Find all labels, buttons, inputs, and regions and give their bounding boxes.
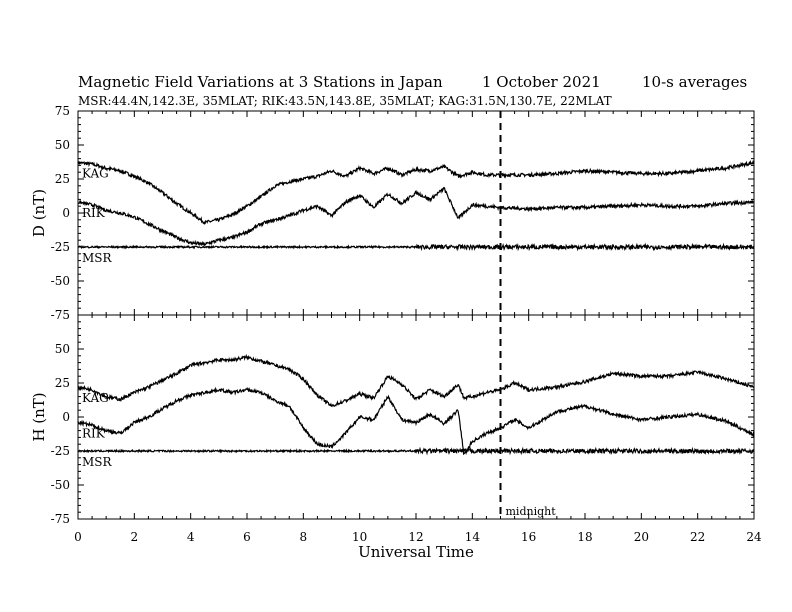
- y-tick-label: 50: [55, 138, 70, 152]
- series-label-rik: RIK: [82, 426, 106, 440]
- y-tick-label: -75: [51, 512, 70, 526]
- x-tick-label: 24: [746, 530, 762, 544]
- y-tick-label: -50: [51, 274, 70, 288]
- x-tick-label: 18: [577, 530, 592, 544]
- stations-subtitle: MSR:44.4N,142.3E, 35MLAT; RIK:43.5N,143.…: [78, 94, 612, 108]
- y-tick-label: 25: [55, 376, 70, 390]
- x-tick-label: 4: [187, 530, 195, 544]
- series-label-msr: MSR: [82, 251, 113, 265]
- x-tick-label: 2: [131, 530, 139, 544]
- series-line-kag: [77, 353, 755, 408]
- x-tick-label: 14: [465, 530, 481, 544]
- chart-date: 1 October 2021: [482, 73, 601, 91]
- y-tick-label: 0: [62, 206, 70, 220]
- chart-title: Magnetic Field Variations at 3 Stations …: [78, 73, 443, 91]
- y-tick-label: 25: [55, 172, 70, 186]
- series-line-kag: [77, 159, 755, 225]
- x-tick-label: 12: [408, 530, 423, 544]
- series-line-msr: [77, 446, 755, 456]
- x-tick-label: 8: [300, 530, 308, 544]
- series-line-msr: [77, 242, 755, 252]
- x-tick-label: 6: [243, 530, 251, 544]
- averaging-label: 10-s averages: [642, 73, 748, 91]
- y-tick-label: -50: [51, 478, 70, 492]
- y-tick-label: 75: [55, 104, 70, 118]
- x-tick-label: 10: [352, 530, 367, 544]
- y-tick-label: -25: [51, 444, 70, 458]
- series-label-rik: RIK: [82, 206, 106, 220]
- series-label-kag: KAG: [82, 167, 109, 181]
- y-axis-label: D (nT): [30, 189, 48, 237]
- series-label-kag: KAG: [82, 391, 109, 405]
- y-axis-label: H (nT): [30, 392, 48, 441]
- series-line-rik: [77, 386, 755, 456]
- midnight-label: midnight: [506, 505, 557, 518]
- y-tick-label: 0: [62, 410, 70, 424]
- plot-frame-h: [77, 314, 755, 520]
- x-axis-label: Universal Time: [358, 543, 474, 561]
- y-tick-label: -75: [51, 308, 70, 322]
- series-line-rik: [77, 186, 755, 247]
- x-tick-label: 22: [690, 530, 705, 544]
- series-label-msr: MSR: [82, 455, 113, 469]
- x-tick-label: 20: [634, 530, 649, 544]
- plot-frame-d: [77, 110, 755, 316]
- y-tick-label: -25: [51, 240, 70, 254]
- x-tick-label: 16: [521, 530, 536, 544]
- x-tick-label: 0: [74, 530, 82, 544]
- y-tick-label: 50: [55, 342, 70, 356]
